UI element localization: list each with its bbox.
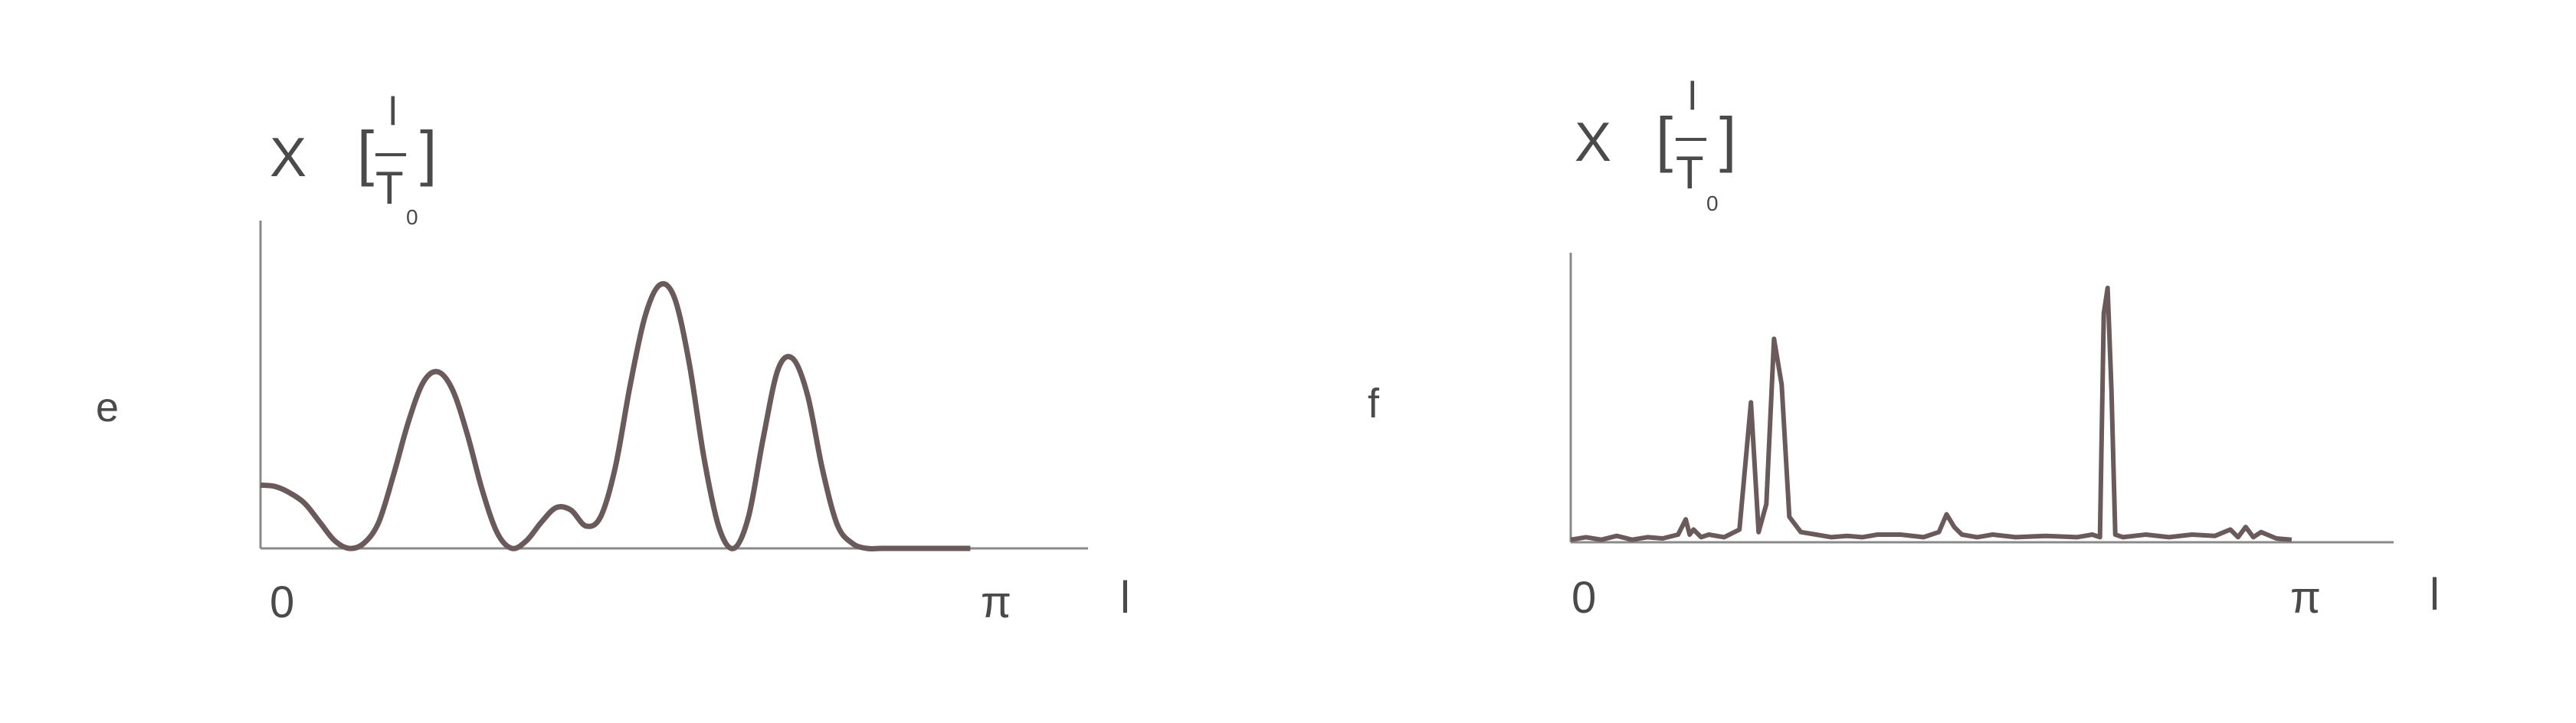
- y-axis-denominator-e: T: [375, 162, 404, 214]
- x-axis-label-f: l: [2430, 570, 2440, 620]
- y-axis-open-bracket-f: [: [1656, 105, 1673, 173]
- x-tick-label-0-f: 0: [1571, 573, 1597, 623]
- series-line-f: [1570, 286, 2293, 542]
- y-axis-close-bracket-f: ]: [1719, 105, 1737, 173]
- y-axis-symbol-e: X: [270, 127, 307, 188]
- panel-letter-e: e: [96, 384, 120, 430]
- x-tick-label-0-e: 0: [270, 577, 295, 627]
- series-line-e: [260, 281, 971, 551]
- panel-letter-f: f: [1368, 381, 1380, 427]
- y-axis-open-bracket-e: [: [357, 119, 375, 187]
- y-axis-subscript-f: 0: [1706, 191, 1719, 215]
- x-tick-label-pi-f: π: [2290, 573, 2322, 623]
- y-axis-subscript-e: 0: [406, 205, 418, 229]
- chart-panel-e: e X [ l T 0 ] 0 π l: [96, 90, 1130, 627]
- y-axis-denominator-f: T: [1676, 147, 1704, 198]
- y-axis-symbol-f: X: [1575, 112, 1612, 173]
- x-axis-label-e: l: [1120, 573, 1130, 623]
- y-axis-close-bracket-e: ]: [420, 119, 438, 187]
- y-axis-fraction-bar-e: [375, 153, 406, 156]
- x-tick-label-pi-e: π: [981, 577, 1012, 627]
- y-axis-fraction-bar-f: [1676, 138, 1706, 141]
- y-axis-numerator-e: l: [388, 90, 398, 134]
- plot-area-f: [1569, 253, 2394, 544]
- plot-area-e: [259, 221, 1088, 551]
- chart-panel-f: f X [ l T 0 ] 0 π l: [1288, 0, 2576, 723]
- y-axis-numerator-f: l: [1688, 74, 1697, 119]
